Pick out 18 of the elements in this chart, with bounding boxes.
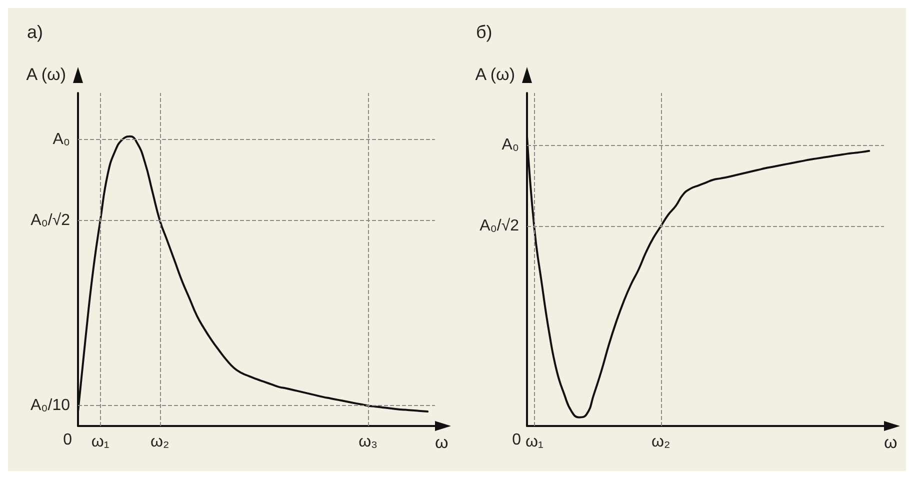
x-tick-label: ω₁ xyxy=(525,434,544,450)
text: 0 xyxy=(512,432,522,448)
chart-title: а) xyxy=(27,22,44,42)
chart-title: б) xyxy=(476,22,492,42)
x-axis-title: ω xyxy=(435,433,448,452)
ref-line-label: A₀ xyxy=(52,130,70,148)
ref-line-label: A₀/10 xyxy=(30,397,70,414)
y-axis-title: A (ω) xyxy=(26,65,66,84)
text: 0 xyxy=(63,432,72,448)
ref-line-label: A₀/√2 xyxy=(30,212,70,229)
y-axis-title: A (ω) xyxy=(475,65,515,84)
x-tick-label: ω₂ xyxy=(150,434,170,450)
x-tick-label: ω₂ xyxy=(652,434,670,450)
x-tick-label: ω₁ xyxy=(91,434,110,450)
ref-line-label: A₀/√2 xyxy=(480,218,520,235)
x-axis-title: ω xyxy=(884,433,898,452)
ref-line-label: A₀ xyxy=(502,136,519,154)
x-tick-label: ω₃ xyxy=(358,434,378,450)
